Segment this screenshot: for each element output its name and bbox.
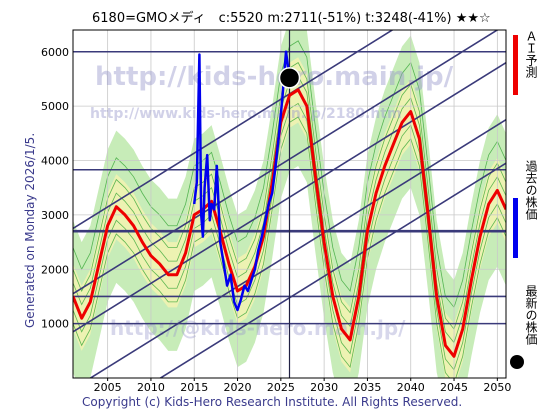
- latest-price-marker: [278, 67, 301, 89]
- legend-ai-swatch: [513, 35, 518, 95]
- series-ai-forecast: [73, 88, 506, 358]
- legend-last-dot: [510, 355, 524, 369]
- watermark-3: http://@kids-hero.main.jp/: [110, 316, 406, 340]
- x-tick-label: 2015: [180, 381, 208, 394]
- legend-past-label: 過去の株価: [524, 160, 538, 220]
- y-tick-label: 1000: [41, 318, 69, 331]
- y-tick-label: 2000: [41, 263, 69, 276]
- x-tick-label: 2005: [94, 381, 122, 394]
- legend-last-label: 最新の株価: [524, 285, 538, 345]
- x-tick-label: 2020: [224, 381, 252, 394]
- copyright: Copyright (c) Kids-Hero Research Institu…: [82, 395, 463, 409]
- y-tick-label: 5000: [41, 100, 69, 113]
- legend-past-swatch: [513, 198, 518, 258]
- x-tick-label: 2045: [440, 381, 468, 394]
- x-tick-label: 2035: [353, 381, 381, 394]
- x-tick-label: 2025: [267, 381, 295, 394]
- watermark-2: http://www.kids-hero.main.jp/2180.htm: [90, 106, 402, 122]
- y-tick-label: 3000: [41, 209, 69, 222]
- x-tick-label: 2040: [397, 381, 425, 394]
- x-tick-label: 2050: [483, 381, 511, 394]
- watermark-1: http://kids-hero.main.jp/: [95, 62, 454, 92]
- x-tick-label: 2010: [137, 381, 165, 394]
- forecast-band-inner: [73, 57, 506, 378]
- legend-ai-label: ＡＩ予測: [524, 30, 538, 78]
- plot-border: [72, 29, 507, 379]
- series-past-price: [192, 50, 291, 312]
- y-tick-label: 6000: [41, 46, 69, 59]
- x-tick-label: 2030: [310, 381, 338, 394]
- chart-title: 6180=GMOメディ c:5520 m:2711(-51%) t:3248(-…: [92, 11, 491, 26]
- y-tick-label: 4000: [41, 155, 69, 168]
